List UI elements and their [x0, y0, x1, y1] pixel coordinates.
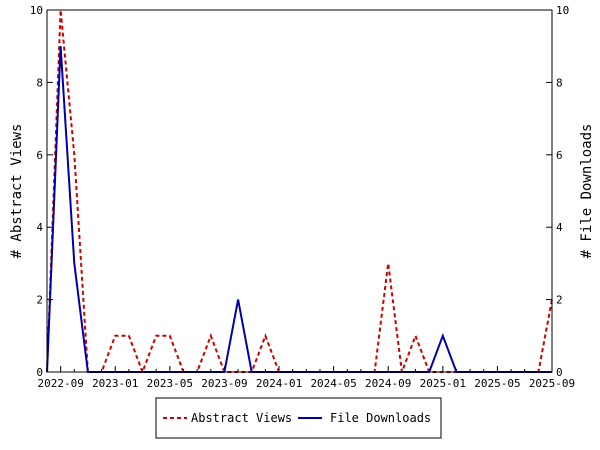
y-tick-left-label: 4 [36, 221, 43, 234]
series-line-file-downloads [46, 46, 552, 373]
x-tick-label: 2024-09 [365, 377, 411, 390]
x-tick-label: 2024-05 [310, 377, 356, 390]
y-tick-right-label: 2 [556, 294, 563, 307]
y-tick-right-label: 0 [556, 366, 563, 379]
x-tick-label: 2023-01 [92, 377, 138, 390]
x-tick-label: 2022-09 [37, 377, 83, 390]
y-tick-left-label: 0 [36, 366, 43, 379]
ticks-layer: 0 2 4 6 8 10 0 2 4 6 8 10 2022-09 2023-01 2023-05 2023-… [30, 4, 575, 390]
series-layer [46, 9, 553, 375]
legend-label-abstract-views: Abstract Views [191, 411, 292, 425]
y-tick-right-label: 8 [556, 76, 563, 89]
series-line-abstract-views [46, 9, 553, 375]
y-tick-left-label: 6 [36, 149, 43, 162]
y-tick-right-label: 6 [556, 149, 563, 162]
y-axis-label-right: # File Downloads [579, 124, 595, 259]
legend-label-file-downloads: File Downloads [330, 411, 431, 425]
x-tick-label: 2023-09 [201, 377, 247, 390]
x-tick-label: 2025-05 [474, 377, 520, 390]
y-tick-right-label: 4 [556, 221, 563, 234]
x-tick-label: 2023-05 [147, 377, 193, 390]
y-axis-label-left: # Abstract Views [9, 124, 25, 259]
y-tick-left-label: 10 [30, 4, 43, 17]
y-tick-left-label: 8 [36, 76, 43, 89]
plot-frame [46, 9, 553, 373]
legend: Abstract Views File Downloads [155, 397, 442, 439]
x-tick-label: 2024-01 [256, 377, 302, 390]
y-tick-left-label: 2 [36, 294, 43, 307]
x-tick-label: 2025-09 [529, 377, 575, 390]
x-tick-label: 2025-01 [420, 377, 466, 390]
y-tick-right-label: 10 [556, 4, 569, 17]
